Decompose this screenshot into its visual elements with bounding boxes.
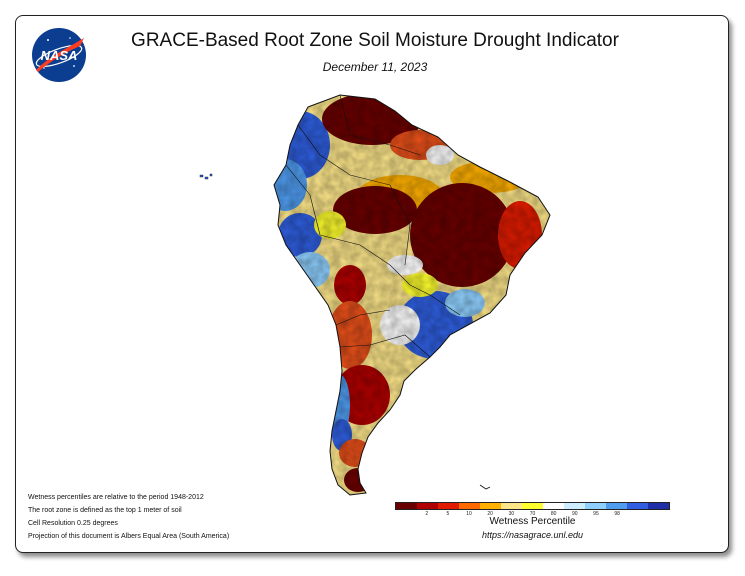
note-period: Wetness percentiles are relative to the … [28,491,229,504]
note-resolution: Cell Resolution 0.25 degrees [28,517,229,530]
colorbar-swatch [606,503,627,509]
colorbar-swatch [585,503,606,509]
colorbar-swatch [459,503,480,509]
legend-label: Wetness Percentile [395,516,670,527]
wetness-legend: 2 5 10 20 30 70 80 90 95 98 Wetness Percentile ht… [395,502,670,542]
colorbar-swatch [501,503,522,509]
map-notes: Wetness percentiles are relative to the … [28,491,229,543]
map-title: GRACE-Based Root Zone Soil Moisture Drou… [95,30,655,52]
source-url[interactable]: https://nasagrace.unl.edu [395,530,670,540]
south-america-map [190,85,560,505]
map-date: December 11, 2023 [95,60,655,74]
colorbar-swatch [522,503,543,509]
note-root-zone: The root zone is defined as the top 1 me… [28,504,229,517]
note-projection: Projection of this document is Albers Eq… [28,530,229,543]
colorbar-swatch [480,503,501,509]
colorbar-swatch [648,503,669,509]
colorbar-swatch [627,503,648,509]
colorbar-swatch [417,503,438,509]
colorbar [395,502,670,510]
colorbar-swatch [543,503,564,509]
colorbar-swatch [438,503,459,509]
svg-text:NASA: NASA [41,48,78,63]
colorbar-swatch [564,503,585,509]
colorbar-swatch [396,503,417,509]
nasa-logo-icon: NASA [30,26,88,84]
